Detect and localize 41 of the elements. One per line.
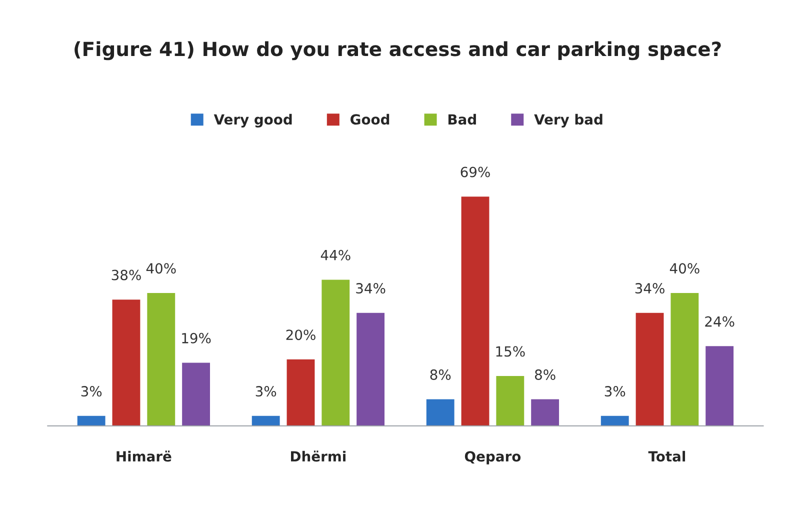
bar: [77, 416, 106, 426]
bar: [496, 376, 524, 426]
data-label: 19%: [182, 332, 211, 344]
data-label: 44%: [320, 250, 350, 260]
bar: [461, 196, 490, 426]
bar: [426, 399, 454, 426]
bar: [322, 280, 350, 426]
data-label: 15%: [496, 346, 525, 357]
data-label: 8%: [534, 369, 556, 380]
bar: [600, 416, 629, 426]
data-label: 34%: [635, 283, 664, 294]
data-label: 40%: [146, 263, 176, 274]
chart-title: (Figure 41) How do you rate access and car parking space?: [74, 41, 721, 60]
data-label: 24%: [705, 316, 734, 327]
bar: [356, 312, 385, 426]
legend-label: Bad: [448, 114, 476, 125]
data-label: 8%: [430, 369, 451, 380]
data-label: 3%: [604, 386, 626, 397]
data-label: 38%: [112, 270, 141, 280]
bar: [182, 362, 210, 426]
legend-label: Very bad: [534, 114, 602, 128]
data-label: 34%: [356, 283, 386, 294]
x-tick-label: Dhërmi: [291, 450, 346, 462]
bar: [252, 416, 280, 426]
bar: [286, 359, 315, 426]
bar: [531, 399, 560, 426]
data-label: 20%: [286, 330, 316, 340]
bar: [636, 312, 664, 426]
bar: [147, 292, 176, 426]
legend-label: Very good: [214, 114, 292, 128]
x-tick-label: Qeparo: [464, 451, 521, 464]
bar: [706, 346, 734, 426]
bar: [112, 300, 140, 426]
x-tick-label: Total: [648, 450, 686, 462]
data-label: 3%: [256, 386, 276, 397]
bar: [670, 292, 699, 426]
x-tick-label: Himarë: [116, 450, 172, 462]
data-label: 40%: [670, 263, 700, 274]
data-label: 3%: [81, 386, 102, 397]
data-label: 69%: [460, 166, 490, 178]
legend-label: Good: [350, 114, 390, 125]
